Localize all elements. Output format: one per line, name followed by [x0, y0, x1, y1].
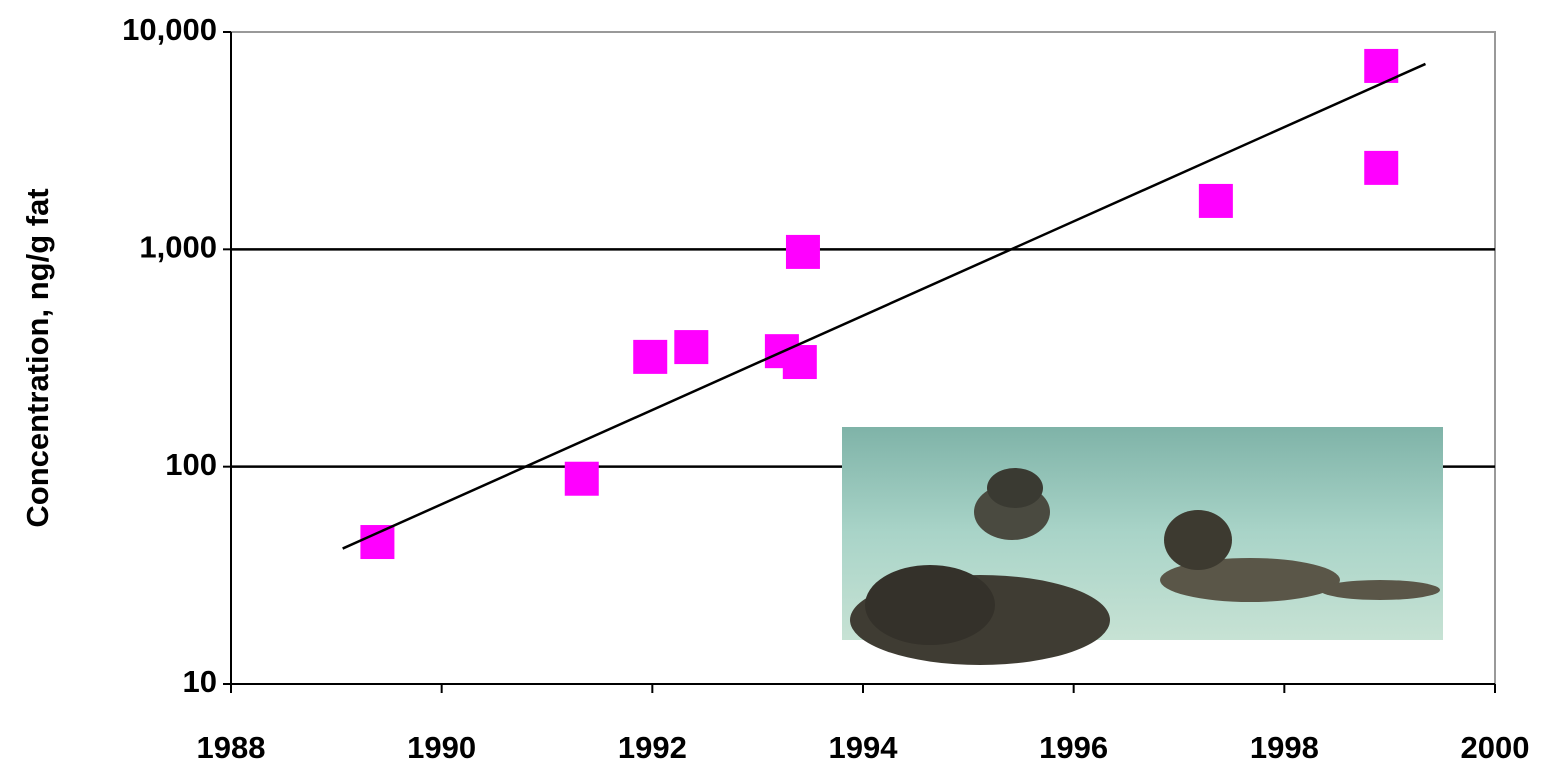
x-tick-label: 1996 — [1039, 730, 1108, 765]
x-tick-label: 1994 — [829, 730, 899, 765]
y-axis-label: Concentration, ng/g fat — [20, 188, 55, 527]
x-tick-label: 1998 — [1250, 730, 1319, 765]
x-tick-label: 1992 — [618, 730, 687, 765]
data-point — [674, 330, 709, 365]
x-tick-label: 1988 — [197, 730, 266, 765]
data-point — [360, 525, 395, 560]
x-tick-label: 1990 — [407, 730, 476, 765]
y-tick-label: 10 — [183, 664, 217, 699]
seal-photo — [842, 427, 1443, 665]
data-point — [633, 339, 668, 374]
y-tick-label: 100 — [165, 447, 217, 482]
y-tick-label: 1,000 — [139, 230, 217, 265]
data-point — [785, 234, 820, 269]
x-tick-label: 2000 — [1461, 730, 1530, 765]
data-point — [782, 345, 817, 380]
data-point — [1364, 48, 1399, 83]
data-point — [1364, 150, 1399, 185]
y-tick-label: 10,000 — [122, 12, 217, 47]
data-point — [564, 461, 599, 496]
trend-line — [342, 62, 1426, 550]
data-point — [1198, 183, 1233, 218]
